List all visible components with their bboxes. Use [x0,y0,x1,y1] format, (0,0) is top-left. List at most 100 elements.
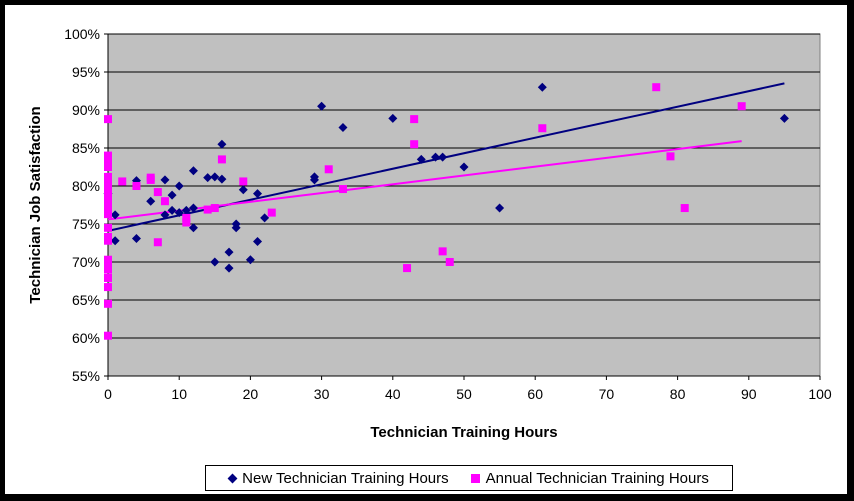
data-point-annual [203,205,212,214]
legend-label-new: New Technician Training Hours [242,469,449,487]
data-point-annual [104,236,112,245]
data-point-annual [666,152,675,161]
data-point-new [388,113,398,123]
data-point-new [188,203,198,213]
data-point-annual [132,182,141,190]
data-point-new [210,257,220,267]
scatter-chart: 55% 60% 65% 70% 75% 80% 85% 90% 95% 100% 0 10 20 30 40… [27,26,832,441]
data-point-annual [182,218,191,227]
data-point-new [217,174,227,184]
data-point-new [416,154,426,164]
data-point-annual [538,124,547,133]
data-point-annual [210,204,219,213]
data-point-annual [104,273,112,282]
data-point-annual [680,204,689,213]
data-point-annual [737,102,746,111]
data-point-new [174,208,184,218]
data-point-new [203,173,213,183]
data-point-new [537,82,547,92]
data-point-annual [104,197,112,206]
diamond-marker-icon [227,473,238,483]
data-point-new [260,213,270,223]
data-point-new [110,236,120,246]
data-point-annual [438,247,447,256]
x-tick-label: 40 [385,386,401,402]
x-axis-label: Technician Training Hours [370,424,557,441]
y-axis-label: Technician Job Satisfaction [27,106,44,303]
data-point-annual [104,202,112,211]
tick-labels: 55% 60% 65% 70% 75% 80% 85% 90% 95% 100% 0 10 20 30 40… [64,26,832,402]
y-tick-label: 70% [72,254,100,270]
data-point-new [160,210,170,220]
data-point-annual [104,265,112,274]
x-tick-label: 0 [104,386,112,402]
legend: New Technician Training Hours Annual Tec… [205,465,733,491]
data-point-annual [338,185,347,194]
x-tick-label: 70 [599,386,615,402]
y-tick-label: 65% [72,292,100,308]
data-point-new [181,205,191,215]
x-tick-label: 50 [456,386,472,402]
data-point-new [188,223,198,233]
y-tick-label: 95% [72,64,100,80]
data-point-new [253,236,263,246]
data-point-annual [104,178,112,187]
data-point-new [231,223,241,233]
y-tick-label: 90% [72,102,100,118]
data-point-new [245,255,255,265]
data-point-annual [104,255,112,264]
y-tick-label: 100% [64,26,100,42]
data-point-annual [324,165,333,174]
data-point-new [210,172,220,182]
data-point-annual [104,184,112,193]
data-point-new [110,210,120,220]
data-point-annual [160,197,169,206]
x-tick-label: 20 [243,386,259,402]
data-point-new [495,203,505,213]
data-point-annual [104,331,112,340]
data-point-annual [104,210,112,219]
data-point-new [338,122,348,132]
data-point-new [217,139,227,149]
gridlines [104,33,821,380]
data-point-annual [153,238,162,247]
data-point-annual [267,208,276,217]
data-point-new [174,181,184,191]
x-tick-label: 10 [171,386,187,402]
data-point-annual [104,115,112,124]
legend-item-annual: Annual Technician Training Hours [470,469,709,487]
data-point-annual [104,223,112,232]
legend-label-annual: Annual Technician Training Hours [485,469,709,487]
data-point-annual [104,299,112,308]
data-point-annual [104,156,112,165]
data-point-new [317,101,327,111]
data-point-new [431,152,441,162]
data-point-annual [410,115,419,124]
data-point-annual [104,260,112,269]
data-point-new [238,185,248,195]
data-point-annual [217,155,226,164]
data-point-new [438,152,448,162]
data-point-new [459,162,469,172]
data-point-annual [118,177,127,186]
data-point-annual [104,192,112,201]
legend-item-new: New Technician Training Hours [227,469,449,487]
y-tick-label: 55% [72,368,100,384]
y-tick-label: 75% [72,216,100,232]
data-point-annual [146,175,155,184]
data-point-annual [410,140,419,149]
data-point-annual [403,264,412,273]
data-point-annual [104,172,112,181]
data-point-annual [153,188,162,197]
data-point-new [167,205,177,215]
data-point-new [188,166,198,176]
data-point-annual [104,151,112,160]
x-tick-label: 80 [670,386,686,402]
data-point-annual [239,177,248,186]
data-point-new [224,263,234,273]
chart-area: 55% 60% 65% 70% 75% 80% 85% 90% 95% 100% 0 10 20 30 40… [4,4,848,495]
x-tick-label: 90 [741,386,757,402]
data-point-new [253,189,263,199]
y-tick-label: 85% [72,140,100,156]
data-point-new [146,196,156,206]
